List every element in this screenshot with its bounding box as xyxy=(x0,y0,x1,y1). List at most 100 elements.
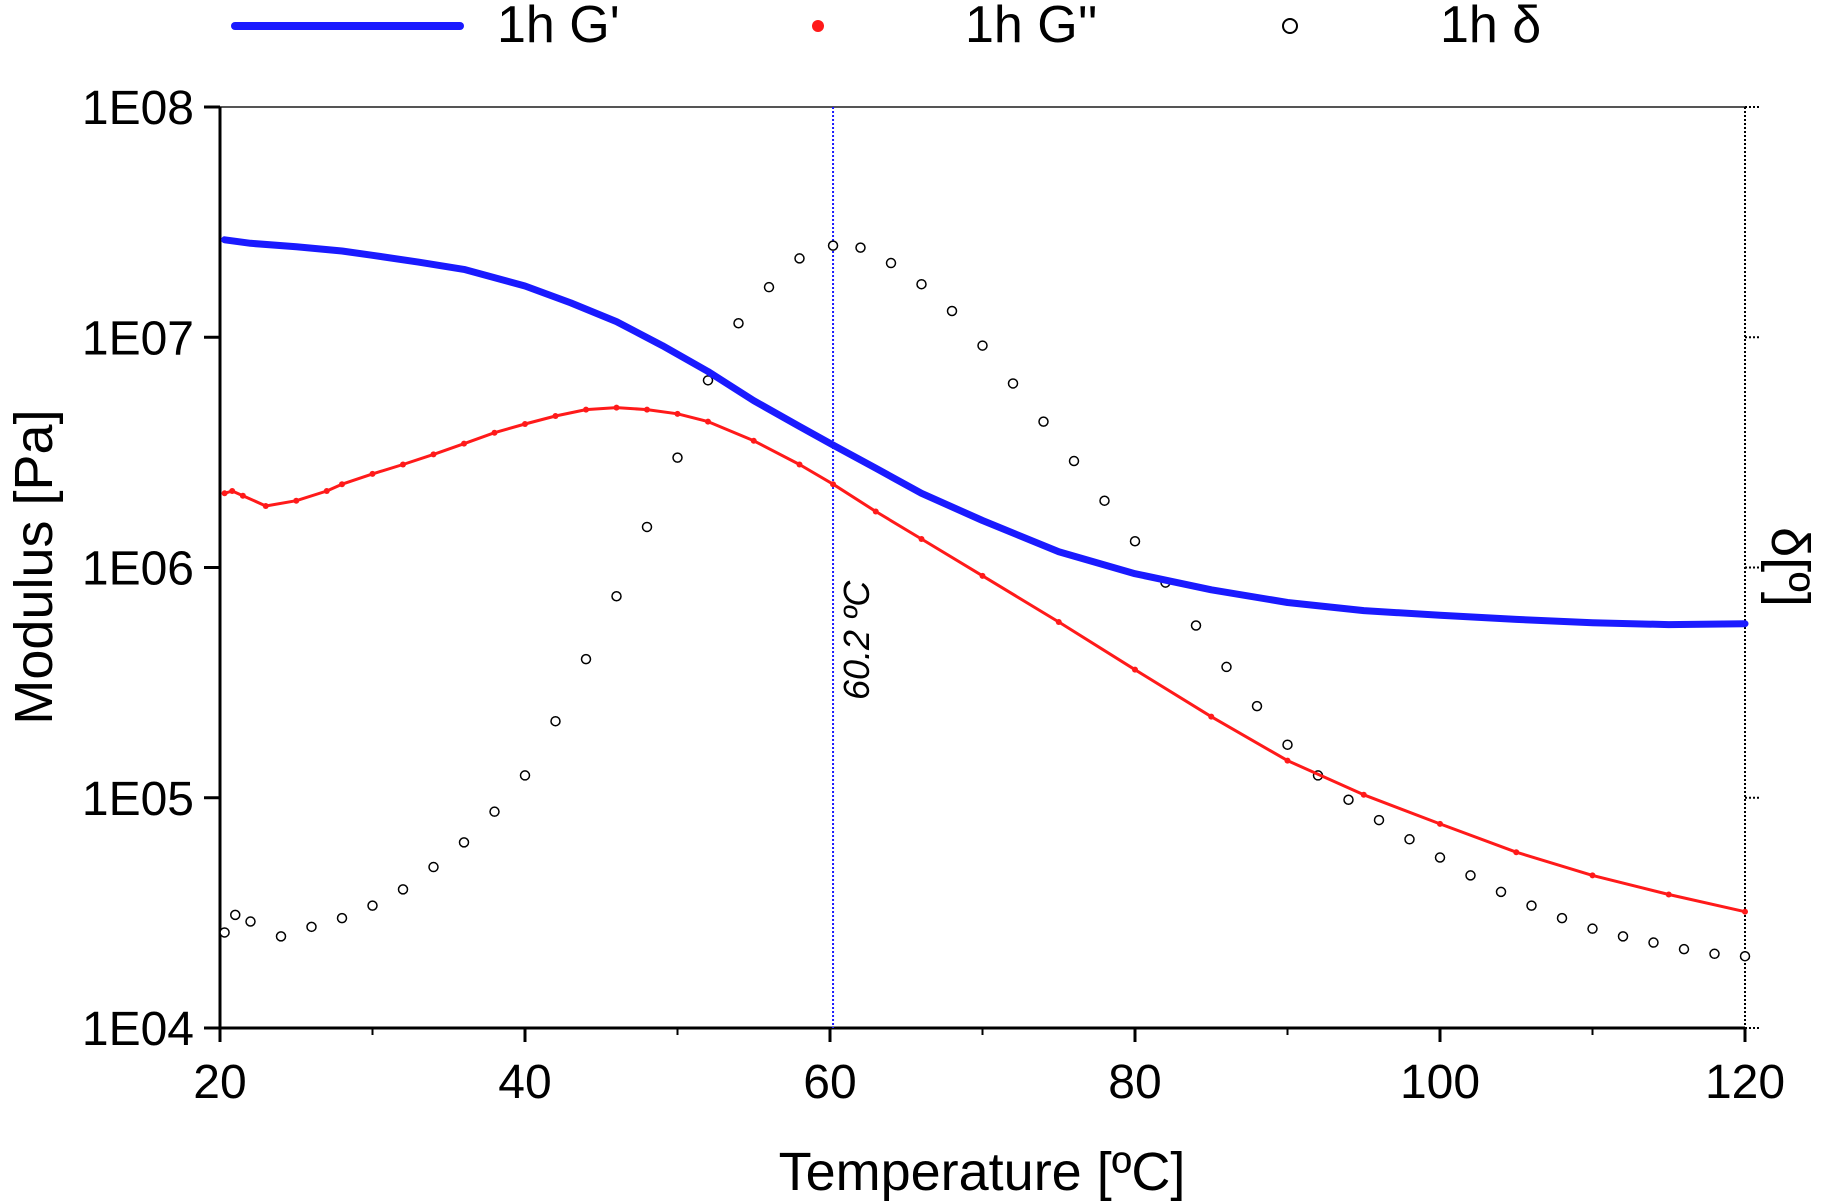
y-axis-title: Modulus [Pa] xyxy=(4,409,64,724)
data-point-gdoubleprime xyxy=(239,492,246,499)
data-point-delta xyxy=(733,318,744,329)
data-point-delta xyxy=(946,305,958,317)
data-point-gdoubleprime xyxy=(522,420,528,427)
series-1 xyxy=(221,404,1748,915)
data-point-gdoubleprime xyxy=(229,487,236,494)
axes xyxy=(218,106,1746,1030)
data-point-gdoubleprime xyxy=(1284,757,1291,764)
data-point-gdoubleprime xyxy=(705,418,711,425)
data-point-delta xyxy=(1129,536,1141,547)
data-point-delta xyxy=(428,861,439,873)
data-point-delta xyxy=(702,375,714,386)
data-point-gdoubleprime xyxy=(1742,908,1748,915)
data-point-gdoubleprime xyxy=(918,535,925,542)
data-point-gdoubleprime xyxy=(369,470,376,477)
data-point-delta xyxy=(1556,912,1568,924)
data-point-delta xyxy=(1373,814,1385,826)
y2-ticks xyxy=(1745,106,1761,1029)
data-point-gdoubleprime xyxy=(979,572,986,579)
data-point-gdoubleprime xyxy=(262,502,269,509)
x-tick-label: 80 xyxy=(1108,1056,1161,1109)
data-point-gdoubleprime xyxy=(461,440,467,447)
y-tick-label: 1E04 xyxy=(82,1003,194,1056)
data-point-gdoubleprime xyxy=(1055,618,1062,625)
data-point-gdoubleprime xyxy=(491,429,498,436)
data-point-delta xyxy=(611,591,622,602)
data-point-delta xyxy=(763,281,775,293)
data-point-delta xyxy=(641,521,653,533)
y-tick-label: 1E07 xyxy=(82,312,194,365)
x-tick-label: 40 xyxy=(498,1056,551,1109)
data-point-delta xyxy=(219,927,230,938)
legend: 1h G' 1h G'' 1h δ xyxy=(231,0,1541,54)
data-point-gdoubleprime xyxy=(1513,849,1520,856)
data-point-delta xyxy=(1007,378,1019,389)
data-point-delta xyxy=(306,921,317,933)
data-point-delta xyxy=(230,909,241,921)
data-point-delta xyxy=(1251,700,1263,712)
y-tick-label: 1E06 xyxy=(82,543,194,596)
data-point-delta xyxy=(1526,900,1537,911)
annotation-label: 60.2 ºC xyxy=(836,580,877,700)
x-tick-label: 120 xyxy=(1705,1056,1785,1109)
x-tick-label: 100 xyxy=(1400,1056,1480,1109)
data-point-gdoubleprime xyxy=(221,490,228,497)
data-point-delta xyxy=(1404,834,1415,845)
annotation: 60.2 ºC xyxy=(832,107,877,1028)
data-point-gdoubleprime xyxy=(430,451,437,458)
data-point-delta xyxy=(519,770,531,781)
data-point-delta xyxy=(1434,852,1446,863)
data-point-delta xyxy=(1190,620,1202,631)
data-point-gdoubleprime xyxy=(323,487,330,494)
y-ticks: 1E04 1E05 1E06 1E07 1E08 xyxy=(82,82,220,1056)
data-point-delta xyxy=(1343,794,1354,806)
data-point-delta xyxy=(397,884,409,895)
series-line-gprime xyxy=(221,236,1749,629)
data-point-delta xyxy=(1739,950,1751,962)
data-point-gdoubleprime xyxy=(750,437,757,444)
data-point-delta xyxy=(367,900,378,911)
data-point-gdoubleprime xyxy=(830,481,837,488)
data-point-delta xyxy=(1648,937,1659,948)
y-tick-label: 1E05 xyxy=(82,773,194,826)
data-point-delta xyxy=(1099,495,1110,506)
data-point-gdoubleprime xyxy=(674,410,681,417)
legend-swatch-gdoubleprime xyxy=(812,20,824,32)
data-point-delta xyxy=(489,806,500,817)
data-point-delta xyxy=(1068,455,1080,467)
data-point-delta xyxy=(672,452,683,463)
data-point-delta xyxy=(794,253,805,264)
legend-swatch-delta xyxy=(1282,18,1298,34)
data-point-delta xyxy=(977,340,988,351)
data-point-delta xyxy=(275,931,287,942)
data-point-delta xyxy=(1617,931,1629,942)
data-point-delta xyxy=(1495,886,1507,898)
data-point-gdoubleprime xyxy=(339,481,345,488)
data-point-gdoubleprime xyxy=(400,461,406,468)
data-point-delta xyxy=(916,278,927,290)
legend-label-gdoubleprime: 1h G'' xyxy=(965,0,1098,54)
x-axis-title: Temperature [ºC] xyxy=(779,1142,1186,1202)
data-point-gdoubleprime xyxy=(796,461,803,468)
data-point-delta xyxy=(827,240,839,251)
legend-label-gprime: 1h G' xyxy=(497,0,620,54)
data-point-delta xyxy=(336,912,348,924)
data-point-delta xyxy=(245,916,256,927)
series-0 xyxy=(221,236,1749,629)
data-point-delta xyxy=(1221,661,1232,673)
y2-axis-title: δ[º] xyxy=(1760,527,1820,607)
data-point-delta xyxy=(885,257,897,269)
data-point-delta xyxy=(458,837,470,848)
data-point-gdoubleprime xyxy=(872,508,879,515)
data-point-gdoubleprime xyxy=(583,406,589,413)
data-point-gdoubleprime xyxy=(644,406,650,413)
data-point-gdoubleprime xyxy=(1665,891,1672,898)
data-point-delta xyxy=(550,715,561,727)
data-point-delta xyxy=(1465,870,1476,881)
x-ticks: 20 40 60 80 100 120 xyxy=(193,1028,1785,1109)
data-point-gdoubleprime xyxy=(1437,820,1443,827)
series-line-gdoubleprime xyxy=(224,406,1746,914)
data-point-gdoubleprime xyxy=(293,497,300,504)
x-tick-label: 60 xyxy=(803,1056,856,1109)
data-point-gdoubleprime xyxy=(1589,872,1596,879)
